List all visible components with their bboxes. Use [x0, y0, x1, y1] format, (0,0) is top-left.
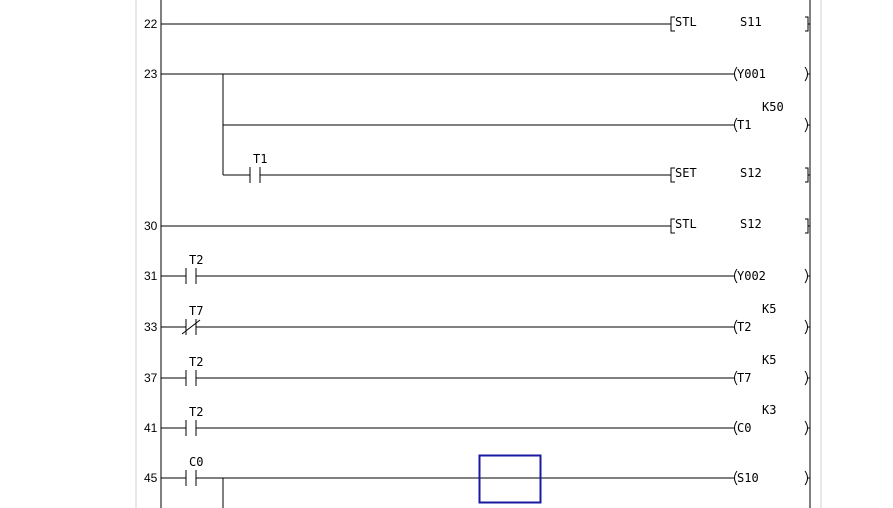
- coil-device: Y002: [737, 269, 766, 283]
- rung-45: 45 C0 S10: [144, 455, 810, 508]
- coil-close: [804, 268, 808, 284]
- coil-open: [734, 319, 738, 335]
- coil-open: [734, 66, 738, 82]
- instruction-close: [805, 218, 809, 234]
- step-number: 37: [144, 371, 158, 385]
- rung-23: 23 Y001 T1 K50 T1 SET S12: [144, 66, 810, 183]
- coil-open: [734, 420, 738, 436]
- coil-device: S10: [737, 471, 759, 485]
- step-number: 22: [144, 17, 158, 31]
- step-number: 45: [144, 471, 158, 485]
- coil-close: [804, 319, 808, 335]
- rung-31: 31 T2 Y002: [144, 253, 810, 284]
- coil-setting: K50: [762, 100, 784, 114]
- instruction-operand: S12: [740, 166, 762, 180]
- rung-37: 37 T2 T7 K5: [144, 353, 810, 386]
- rung-41: 41 T2 C0 K3: [144, 403, 810, 436]
- contact-label: T7: [189, 304, 203, 318]
- coil-setting: K5: [762, 302, 776, 316]
- coil-close: [804, 66, 808, 82]
- contact-label: T2: [189, 405, 203, 419]
- step-number: 30: [144, 219, 158, 233]
- step-number: 31: [144, 269, 158, 283]
- contact-label: T2: [189, 253, 203, 267]
- step-number: 33: [144, 320, 158, 334]
- coil-setting: K5: [762, 353, 776, 367]
- coil-device: T7: [737, 371, 751, 385]
- contact-label: T1: [253, 152, 267, 166]
- cursor-box[interactable]: [478, 454, 542, 504]
- step-number: 41: [144, 421, 158, 435]
- instruction-op: STL: [675, 217, 697, 231]
- rung-22: 22 STL S11: [144, 15, 810, 32]
- coil-device: C0: [737, 421, 751, 435]
- step-number: 23: [144, 67, 158, 81]
- coil-open: [734, 370, 738, 386]
- instruction-op: STL: [675, 15, 697, 29]
- rung-33: 33 T7 T2 K5: [144, 302, 810, 335]
- coil-device: T2: [737, 320, 751, 334]
- coil-close: [804, 117, 808, 133]
- coil-open: [734, 268, 738, 284]
- instruction-op: SET: [675, 166, 697, 180]
- contact-label: C0: [189, 455, 203, 469]
- coil-open: [734, 470, 738, 486]
- contact-label: T2: [189, 355, 203, 369]
- instruction-operand: S11: [740, 15, 762, 29]
- coil-close: [804, 470, 808, 486]
- coil-open: [734, 117, 738, 133]
- instruction-close: [805, 167, 809, 183]
- coil-close: [804, 420, 808, 436]
- coil-setting: K3: [762, 403, 776, 417]
- coil-device: Y001: [737, 67, 766, 81]
- instruction-close: [805, 16, 809, 32]
- coil-close: [804, 370, 808, 386]
- instruction-operand: S12: [740, 217, 762, 231]
- coil-device: T1: [737, 118, 751, 132]
- nc-slash: [181, 319, 201, 335]
- rung-30: 30 STL S12: [144, 217, 810, 234]
